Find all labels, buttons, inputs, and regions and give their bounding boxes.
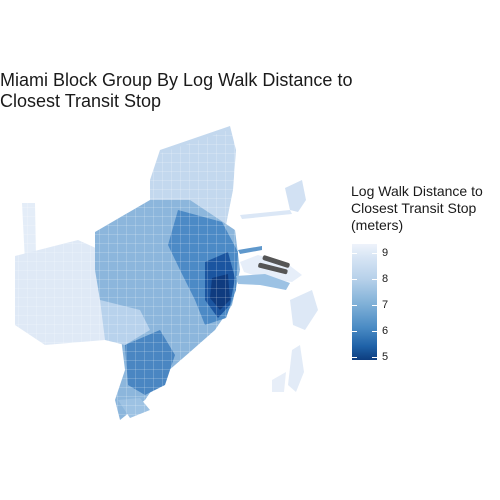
legend-tick-label: 5 <box>382 351 389 363</box>
legend-tick-label: 8 <box>382 273 389 285</box>
block-group-shoreline <box>272 372 286 392</box>
block-group-causeway <box>238 246 262 254</box>
map-title: Miami Block Group By Log Walk Distance t… <box>0 70 353 111</box>
cruise-ship-shape <box>262 255 290 268</box>
legend-tick-label: 9 <box>382 247 389 259</box>
legend-tick-label: 6 <box>382 325 389 337</box>
legend-tick-label: 7 <box>382 299 389 311</box>
block-group-venetian <box>240 210 292 219</box>
block-group-virginia-key <box>290 290 318 330</box>
block-group-northeast-island <box>285 180 306 212</box>
block-group-key-biscayne <box>288 345 304 392</box>
cruise-ship-shape <box>258 262 288 275</box>
legend-color-bar <box>352 244 377 360</box>
choropleth-map <box>15 126 318 420</box>
block-group-dodge <box>236 274 290 290</box>
legend-title: Log Walk Distance to Closest Transit Sto… <box>351 183 483 233</box>
